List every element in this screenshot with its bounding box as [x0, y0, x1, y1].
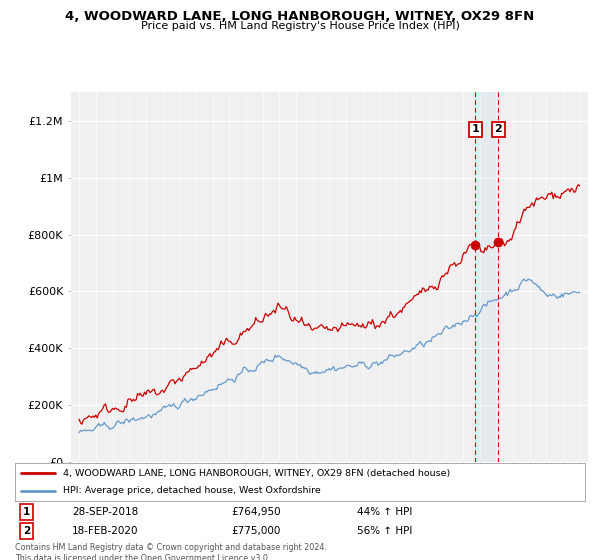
Text: Contains HM Land Registry data © Crown copyright and database right 2024.
This d: Contains HM Land Registry data © Crown c… [15, 543, 327, 560]
Text: 4, WOODWARD LANE, LONG HANBOROUGH, WITNEY, OX29 8FN (detached house): 4, WOODWARD LANE, LONG HANBOROUGH, WITNE… [64, 469, 451, 478]
Text: HPI: Average price, detached house, West Oxfordshire: HPI: Average price, detached house, West… [64, 487, 321, 496]
Text: 4, WOODWARD LANE, LONG HANBOROUGH, WITNEY, OX29 8FN: 4, WOODWARD LANE, LONG HANBOROUGH, WITNE… [65, 10, 535, 23]
Text: 44% ↑ HPI: 44% ↑ HPI [357, 507, 412, 517]
Text: Price paid vs. HM Land Registry's House Price Index (HPI): Price paid vs. HM Land Registry's House … [140, 21, 460, 31]
Text: 18-FEB-2020: 18-FEB-2020 [72, 526, 139, 536]
Text: 2: 2 [23, 526, 30, 536]
Text: £764,950: £764,950 [232, 507, 281, 517]
Text: 28-SEP-2018: 28-SEP-2018 [72, 507, 138, 517]
Text: 56% ↑ HPI: 56% ↑ HPI [357, 526, 412, 536]
Text: £775,000: £775,000 [232, 526, 281, 536]
Text: 1: 1 [23, 507, 30, 517]
Bar [475, 92, 499, 462]
Text: 1: 1 [472, 124, 479, 134]
Text: 2: 2 [494, 124, 502, 134]
